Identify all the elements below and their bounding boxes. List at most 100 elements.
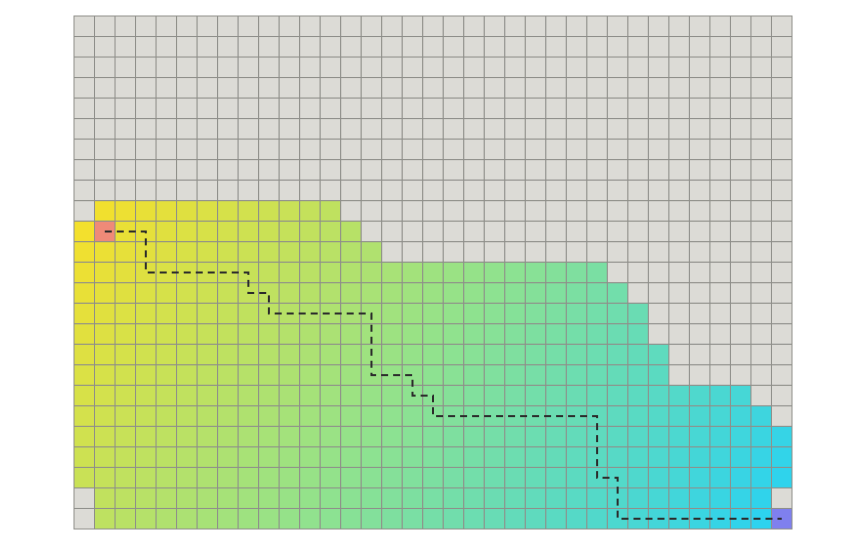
grid-cell [94,36,116,58]
grid-cell [729,159,752,181]
grid-cell [483,36,506,58]
explored-cell [524,323,547,345]
explored-cell [586,323,608,345]
explored-cell [524,507,547,530]
grid-cell [217,56,239,79]
grid-cell [155,56,178,79]
explored-cell [668,446,690,468]
explored-cell [176,487,198,509]
explored-cell [155,384,178,407]
grid-cell [94,56,116,79]
grid-cell [688,364,711,386]
grid-cell [606,220,629,243]
grid-cell [360,220,383,243]
grid-cell [135,15,157,38]
grid-cell [360,15,383,38]
explored-cell [73,241,96,263]
grid-cell [524,77,547,99]
explored-cell [237,302,260,325]
grid-cell [94,77,116,99]
grid-cell [114,77,137,99]
explored-cell [381,282,403,304]
grid-cell [237,15,260,38]
explored-cell [176,466,198,489]
explored-cell [709,466,731,489]
grid-cell [688,343,711,366]
explored-cell [565,384,588,407]
grid-cell [135,36,157,58]
explored-cell [504,425,526,448]
grid-cell [668,323,690,345]
explored-cell [483,343,506,366]
explored-cell [524,364,547,386]
explored-cell [401,282,424,304]
grid-cell [114,56,137,79]
explored-cell [217,343,239,366]
grid-cell [340,138,362,161]
explored-cell [627,364,649,386]
grid-cell [606,138,629,161]
grid-cell [627,138,649,161]
explored-cell [135,302,157,325]
grid-cell [688,179,711,202]
grid-cell [750,261,772,284]
grid-cell [217,118,239,140]
explored-cell [114,446,137,468]
grid-cell [73,507,96,530]
grid-cell [545,241,567,263]
explored-cell [73,384,96,407]
explored-cell [463,364,485,386]
explored-cell [278,507,301,530]
explored-cell [401,405,424,427]
explored-cell [299,405,321,427]
grid-cell [442,200,465,222]
grid-cell [565,118,588,140]
explored-cell [196,302,219,325]
explored-cell [176,364,198,386]
grid-cell [319,56,342,79]
grid-cell [278,15,301,38]
explored-cell [135,364,157,386]
explored-cell [442,446,465,468]
grid-cell [258,179,280,202]
grid-cell [750,364,772,386]
grid-cell [442,241,465,263]
explored-cell [299,507,321,530]
explored-cell [627,466,649,489]
explored-cell [299,466,321,489]
grid-cell [709,302,731,325]
grid-cell [565,56,588,79]
explored-cell [196,487,219,509]
grid-cell [176,159,198,181]
grid-cell [94,118,116,140]
grid-cell [94,15,116,38]
explored-cell [237,405,260,427]
explored-cell [196,405,219,427]
grid-cell [545,138,567,161]
explored-cell [381,302,403,325]
grid-cell [94,138,116,161]
grid-cell [217,77,239,99]
explored-cell [217,487,239,509]
grid-cell [176,56,198,79]
grid-cell [442,159,465,181]
explored-cell [176,220,198,243]
grid-cell [545,159,567,181]
grid-cell [606,56,629,79]
grid-cell [688,56,711,79]
grid-cell [524,97,547,120]
explored-cell [709,425,731,448]
grid-cell [688,241,711,263]
explored-cell [319,466,342,489]
explored-cell [565,302,588,325]
explored-cell [94,200,116,222]
explored-cell [381,405,403,427]
explored-cell [135,200,157,222]
explored-cell [237,425,260,448]
grid-cell [729,241,752,263]
grid-cell [709,282,731,304]
grid-cell [299,138,321,161]
shortest-path-line [104,230,782,520]
explored-cell [94,425,116,448]
grid-cell [709,220,731,243]
